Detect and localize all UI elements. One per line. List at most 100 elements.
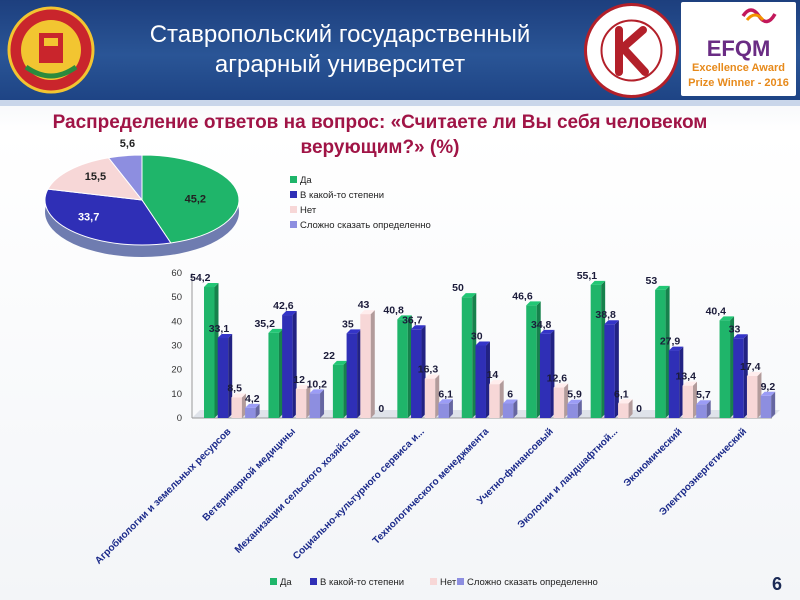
bar [590,284,602,418]
bar-value-label: 6,1 [614,388,629,400]
bar-top [268,328,283,333]
bar [309,393,321,418]
pie-legend-label: Нет [300,205,317,216]
bar-value-label: 13,4 [676,371,697,383]
pie-depth [45,167,239,257]
bar-legend-swatch [457,578,464,585]
bar-legend-swatch [430,578,437,585]
bar-top [618,399,633,404]
bar-top [553,383,569,388]
bar-value-label: 40,4 [706,305,727,317]
bar [746,375,758,418]
bar-value-label: 43 [358,299,370,311]
bar-top [604,320,619,325]
bar [231,397,242,418]
bar [489,384,500,418]
bar [204,287,215,418]
bar [332,364,344,418]
bar [360,314,371,418]
page-number: 6 [772,574,783,594]
bar [719,320,731,418]
bar [245,407,256,418]
bar [424,378,436,418]
bar-side [513,399,518,418]
bar-top [309,389,325,394]
bar [438,403,449,418]
y-tick-label: 40 [171,316,182,327]
bar-top [295,385,311,389]
bar-value-label: 6,1 [438,388,453,400]
bar-side [628,399,633,418]
bar [733,338,744,418]
bar [696,404,707,418]
bar-legend-label: В какой-то степени [320,577,404,588]
bar-side [485,341,490,418]
bar [553,387,565,418]
bar-top [733,334,748,339]
bar-value-label: 38,8 [595,309,616,321]
bar-value-label: 55,1 [577,270,598,282]
pie-legend-swatch [290,176,297,183]
bar [604,324,615,418]
bar-value-label: 12 [293,374,305,386]
bar-top [475,341,490,346]
y-tick-label: 30 [171,341,182,352]
header-divider [0,100,800,106]
bar-side [577,399,582,418]
bar-value-label: 5,7 [696,389,711,401]
bar-top [526,301,541,306]
bar-side [448,399,453,418]
bar-value-label: 35,2 [254,318,275,330]
bar-top [746,371,762,376]
bar-side [564,383,569,418]
bar-legend-label: Да [280,577,292,588]
pie-value-label: 33,7 [78,211,99,223]
bar-top [567,399,582,404]
bar-top [682,381,698,386]
bar [282,315,293,418]
bar [461,297,473,418]
x-category-label: Технологического менеджмента [371,426,492,547]
bar-value-label: 14 [487,369,499,381]
chart-title: Распределение ответов на вопрос: «Считае… [52,112,708,158]
bar-top [539,329,555,334]
bar-top [719,316,735,321]
bar [682,385,694,418]
bar [567,403,578,418]
pie-legend-swatch [290,221,297,228]
x-category-label: Экономический [622,426,685,489]
bar-side [614,320,619,418]
bar [539,333,551,418]
bar-side [472,293,477,418]
bar-value-label: 12,6 [547,373,568,385]
bar-top [217,334,233,339]
bar-top [424,374,440,379]
bar-side [706,400,711,418]
bar-top [411,325,426,330]
x-category-label: Механизации сельского хозяйства [233,426,363,556]
bar [526,305,537,418]
bar-legend-swatch [270,578,277,585]
bar-top [360,310,375,315]
bar-side [730,316,735,418]
bar-value-label: 0 [636,403,642,415]
bar-value-label: 50 [452,282,464,294]
bar-top [438,399,453,404]
bar-value-label: 9,2 [761,381,776,393]
bar-value-label: 4,2 [245,393,260,405]
bar-top [668,346,684,351]
x-category-label: Учетно-финансовый [475,426,556,507]
bar-value-label: 17,4 [740,361,761,373]
bar [411,329,422,418]
bar-top [655,285,670,290]
x-category-label: Экологии и ландшафтной... [515,425,620,530]
bar-top [346,329,362,334]
y-tick-label: 0 [177,413,182,424]
bar-side [743,334,748,418]
bar-value-label: 35 [342,318,354,330]
x-category-label: Социально-культурного сервиса и... [291,426,427,562]
bar-side [665,285,670,418]
university-emblem-icon [7,6,95,94]
bar [268,332,279,418]
y-tick-label: 60 [171,268,182,279]
